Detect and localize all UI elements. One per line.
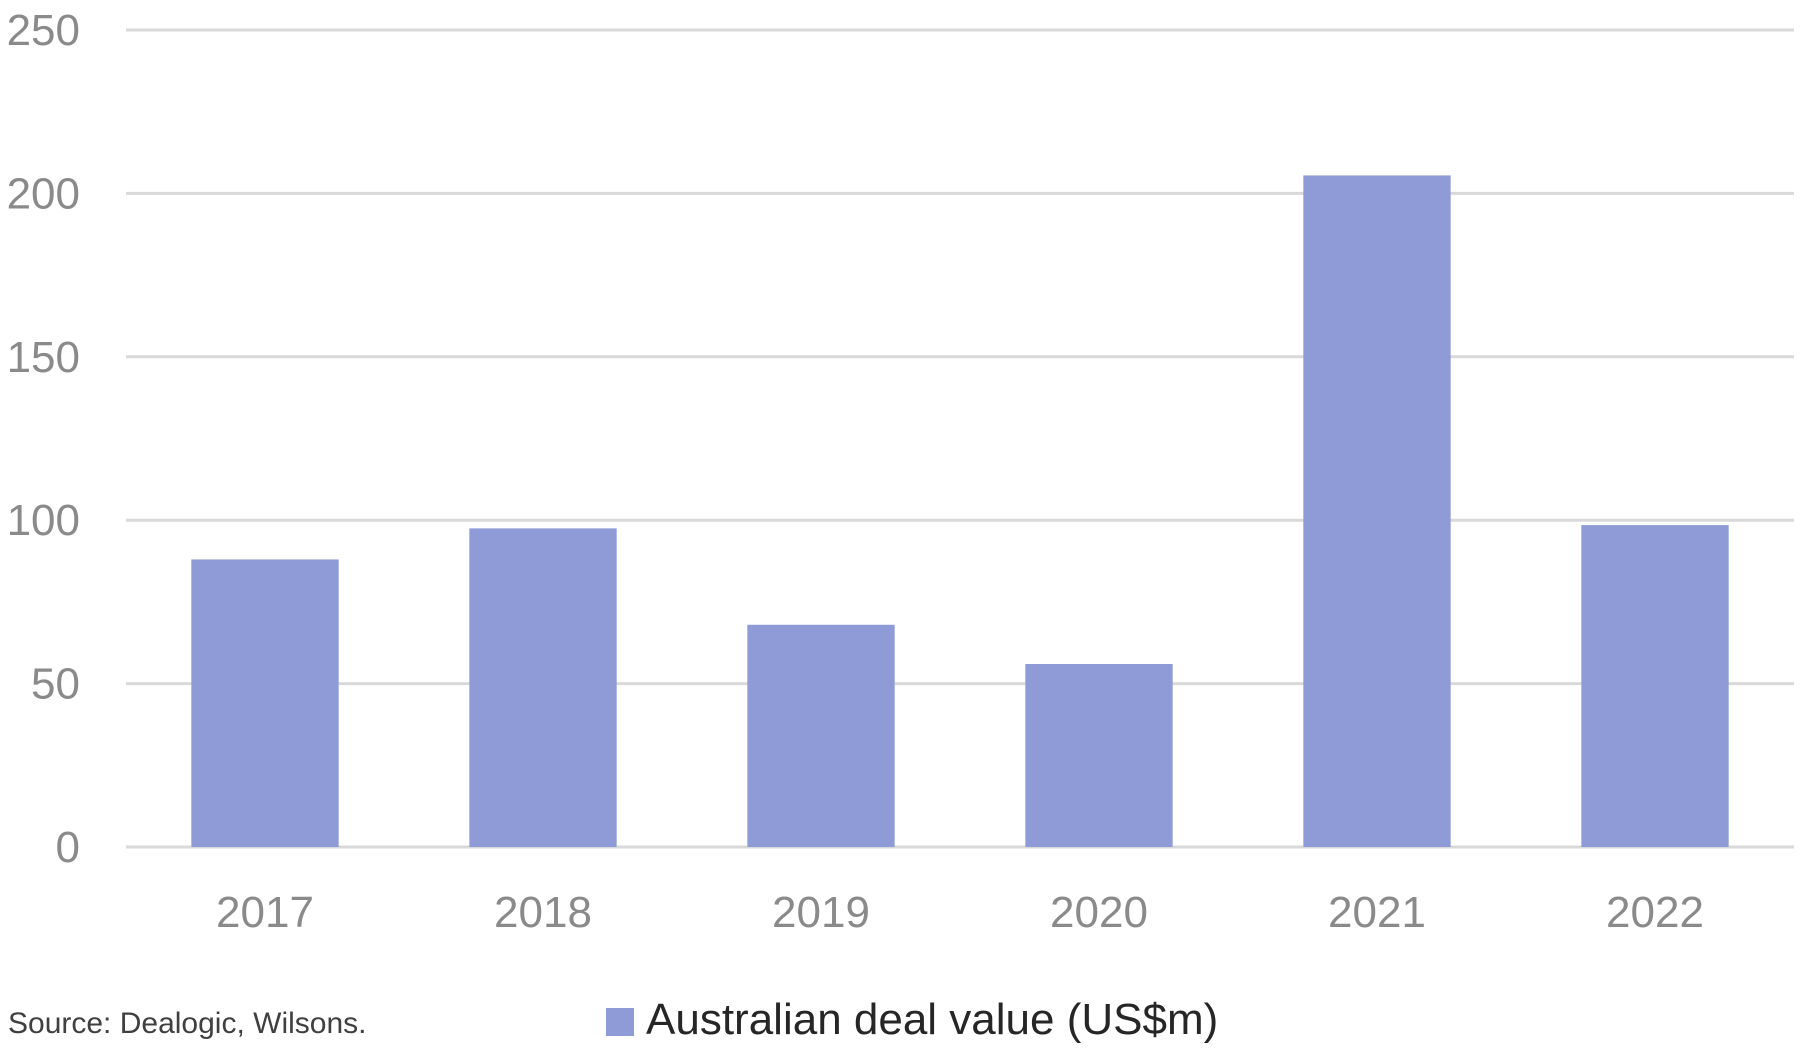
y-tick-label: 0 xyxy=(56,823,80,872)
bar-2022 xyxy=(1581,525,1729,847)
y-axis-tick-labels: 0 50 100 150 200 250 xyxy=(7,6,80,872)
gridlines xyxy=(126,28,1794,849)
x-tick-label: 2017 xyxy=(216,888,314,937)
bar-2021 xyxy=(1303,175,1451,847)
bar-2019 xyxy=(747,624,895,847)
legend: Australian deal value (US$m) xyxy=(606,995,1218,1044)
y-tick-label: 150 xyxy=(7,333,80,382)
source-note: Source: Dealogic, Wilsons. xyxy=(8,1007,366,1040)
y-tick-label: 250 xyxy=(7,6,80,55)
x-tick-label: 2018 xyxy=(494,888,592,937)
x-tick-label: 2020 xyxy=(1050,888,1148,937)
bar-2017 xyxy=(191,559,339,847)
y-tick-label: 100 xyxy=(7,496,80,545)
x-tick-label: 2022 xyxy=(1606,888,1704,937)
legend-label: Australian deal value (US$m) xyxy=(646,995,1218,1044)
bar-2020 xyxy=(1025,663,1173,847)
x-tick-label: 2019 xyxy=(772,888,870,937)
y-tick-label: 50 xyxy=(31,660,80,709)
x-axis-tick-labels: 2017 2018 2019 2020 2021 2022 xyxy=(216,888,1704,937)
x-tick-label: 2021 xyxy=(1328,888,1426,937)
bar-2018 xyxy=(469,528,617,847)
legend-swatch xyxy=(606,1008,634,1036)
bars xyxy=(191,175,1729,847)
y-tick-label: 200 xyxy=(7,169,80,218)
